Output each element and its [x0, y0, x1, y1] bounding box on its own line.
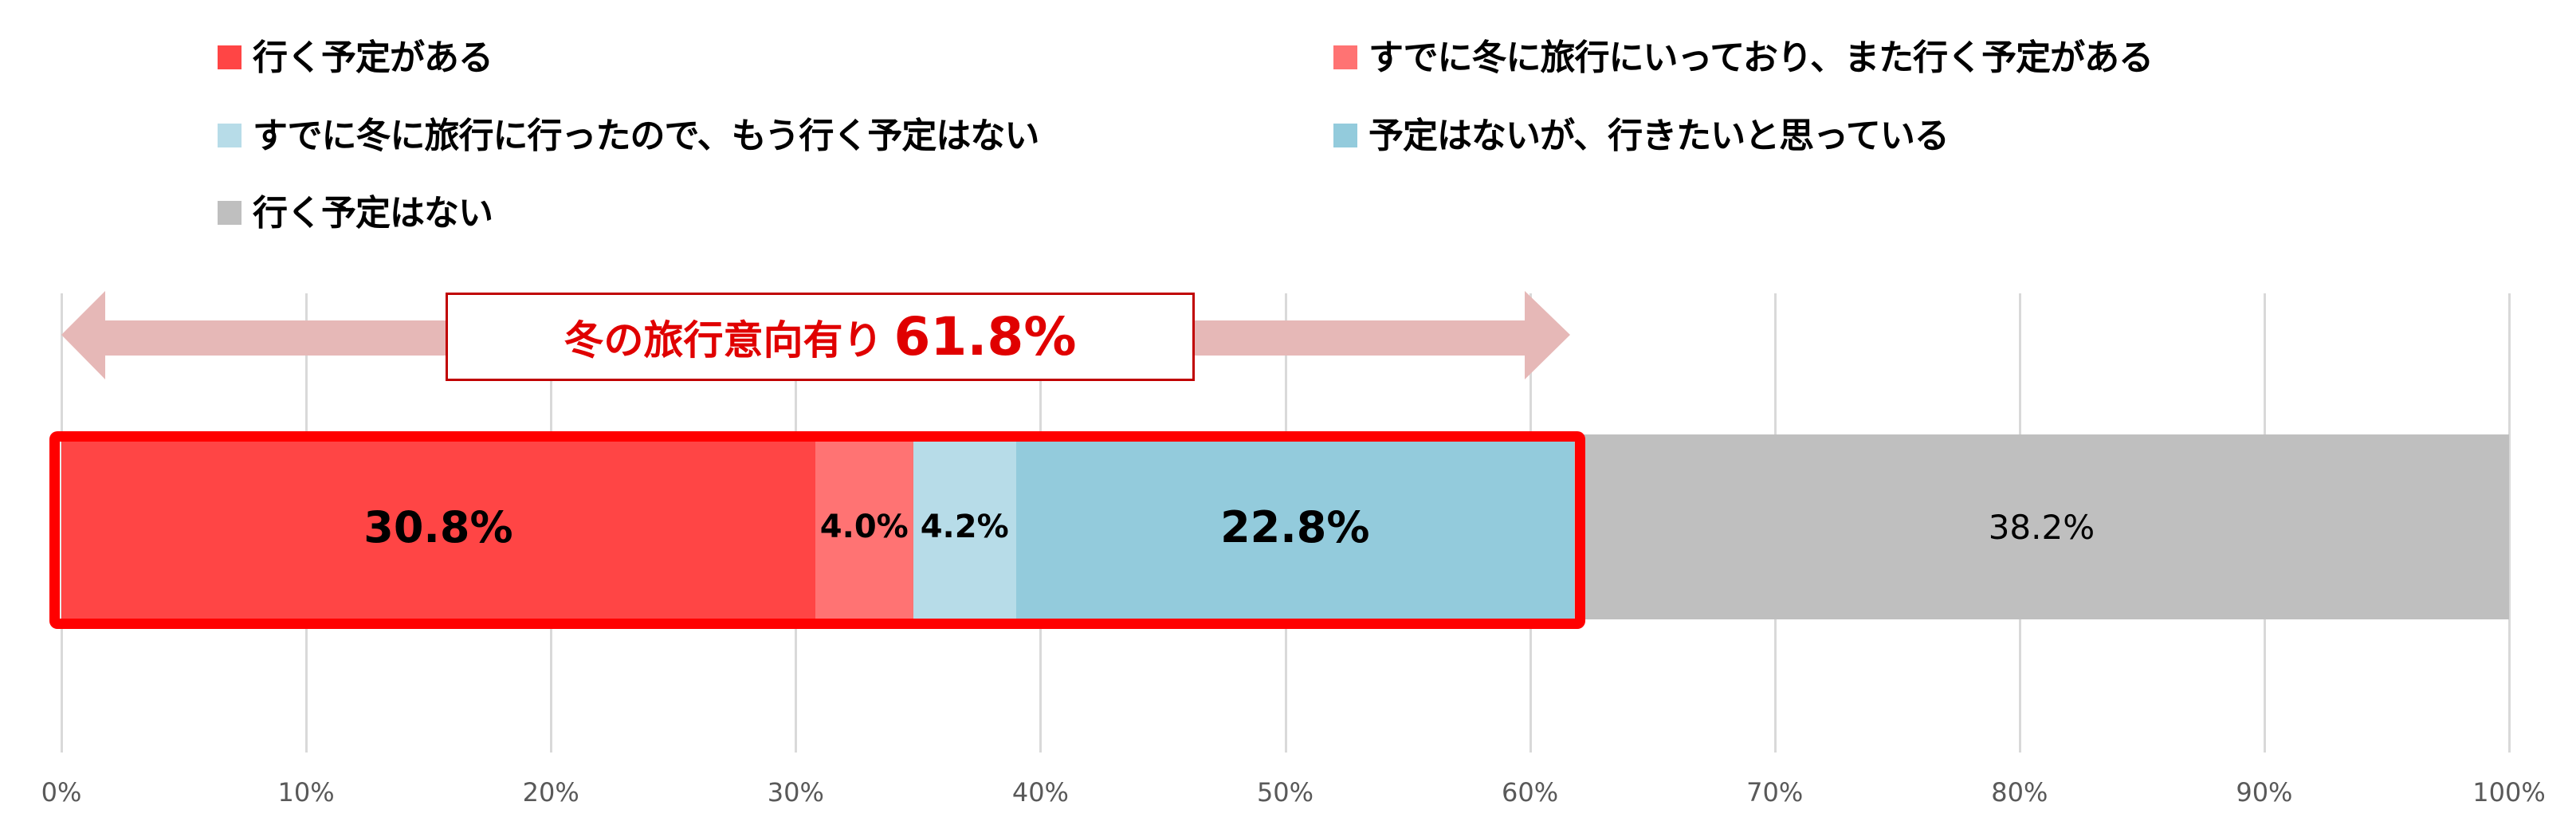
x-tick-label: 0%: [41, 777, 82, 808]
x-tick-label: 10%: [277, 777, 335, 808]
callout-value: 61.8%: [893, 306, 1077, 367]
bar-segment-label: 30.8%: [363, 501, 513, 552]
callout-label: 冬の旅行意向有り: [564, 316, 883, 363]
gridline: [2508, 293, 2511, 753]
x-tick-label: 40%: [1011, 777, 1069, 808]
bar-segment-label: 4.2%: [920, 509, 1009, 545]
x-tick-label: 20%: [522, 777, 579, 808]
highlight-box: [49, 431, 1585, 629]
callout-box: 冬の旅行意向有り 61.8%: [446, 293, 1195, 381]
legend-label: 行く予定はない: [253, 193, 493, 234]
legend-swatch: [1333, 124, 1357, 147]
legend-item-already-no-plan: すでに冬に旅行に行ったので、もう行く予定はない: [218, 108, 1039, 156]
legend-label: 行く予定がある: [253, 37, 493, 78]
legend-item-already-and-plan: すでに冬に旅行にいっており、また行く予定がある: [1333, 30, 2154, 78]
x-tick-label: 30%: [767, 777, 824, 808]
bar-segment: 4.2%: [913, 434, 1016, 619]
legend-swatch: [218, 124, 242, 147]
x-tick-label: 100%: [2472, 777, 2546, 808]
x-tick-label: 70%: [1746, 777, 1804, 808]
x-tick-label: 50%: [1256, 777, 1314, 808]
bar-segment-label: 38.2%: [1988, 507, 2095, 547]
legend-label: すでに冬に旅行に行ったので、もう行く予定はない: [253, 116, 1039, 156]
legend-swatch: [218, 201, 242, 225]
legend-swatch: [1333, 45, 1357, 69]
legend-label: すでに冬に旅行にいっており、また行く予定がある: [1368, 37, 2154, 78]
bar-segment: 38.2%: [1573, 434, 2509, 619]
legend-swatch: [218, 45, 242, 69]
bar-segment-label: 4.0%: [819, 509, 909, 545]
bar-segment: 4.0%: [815, 434, 913, 619]
legend-item-plan: 行く予定がある: [218, 30, 493, 78]
legend-label: 予定はないが、行きたいと思っている: [1368, 116, 1950, 156]
x-tick-label: 80%: [1991, 777, 2048, 808]
bar-segment: 22.8%: [1015, 434, 1574, 619]
x-tick-label: 90%: [2236, 777, 2293, 808]
bar-segment: 30.8%: [61, 434, 815, 619]
bar-segment-label: 22.8%: [1220, 501, 1370, 552]
legend-item-no-plan: 行く予定はない: [218, 186, 493, 234]
legend-item-want-to-go: 予定はないが、行きたいと思っている: [1333, 108, 1950, 156]
x-tick-label: 60%: [1502, 777, 1559, 808]
